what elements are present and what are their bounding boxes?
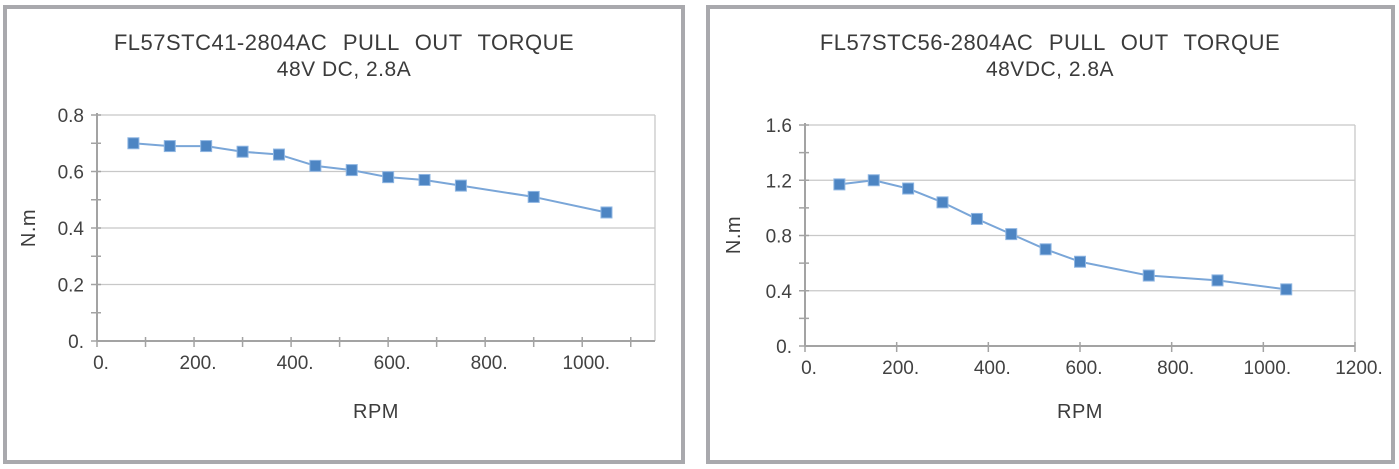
x-axis-title: RPM xyxy=(353,401,399,423)
pull-out-torque-chart-fl57stc41: FL57STC41-2804AC PULL OUT TORQUE 48V DC,… xyxy=(18,30,656,423)
data-point-marker xyxy=(1074,255,1086,268)
torque-chart-panel-fl57stc56: FL57STC56-2804AC PULL OUT TORQUE 48VDC, … xyxy=(706,5,1395,464)
y-tick-label: 0.4 xyxy=(766,282,793,303)
data-point-marker xyxy=(272,148,285,161)
x-axis-title: RPM xyxy=(1057,401,1103,423)
data-point-marker xyxy=(1211,274,1224,287)
data-point-marker xyxy=(833,178,846,191)
x-tick-label: 1200. xyxy=(1335,358,1383,379)
data-point-marker xyxy=(309,159,322,172)
chart-subtitle: 48VDC, 2.8A xyxy=(986,58,1114,81)
x-tick-label: 600. xyxy=(1066,358,1103,379)
data-point-marker xyxy=(163,140,176,153)
data-point-marker xyxy=(1039,243,1052,256)
chart-title: FL57STC41-2804AC PULL OUT TORQUE xyxy=(114,30,574,55)
data-point-marker xyxy=(936,196,949,209)
x-tick-label: 800. xyxy=(471,353,508,374)
data-point-marker xyxy=(902,182,915,195)
x-tick-label: 1000. xyxy=(562,353,610,374)
data-point-marker xyxy=(382,171,395,184)
y-tick-label: 0.8 xyxy=(58,106,84,127)
x-tick-label: 0. xyxy=(93,353,109,374)
y-axis-title: N.m xyxy=(18,209,40,247)
data-point-marker xyxy=(418,173,431,186)
x-tick-label: 600. xyxy=(374,353,411,374)
data-point-marker xyxy=(527,190,540,203)
y-tick-label: 0. xyxy=(776,337,792,358)
chart-title: FL57STC56-2804AC PULL OUT TORQUE xyxy=(820,30,1280,55)
data-point-marker xyxy=(600,206,613,219)
x-tick-label: 400. xyxy=(277,353,314,374)
y-axis-title: N.m xyxy=(723,216,745,254)
data-point-marker xyxy=(1280,283,1293,296)
data-point-marker xyxy=(970,212,983,225)
y-tick-label: 1.6 xyxy=(766,116,792,137)
y-tick-label: 0. xyxy=(68,332,84,353)
x-tick-label: 800. xyxy=(1157,358,1194,379)
data-point-marker xyxy=(454,179,467,192)
torque-series-line xyxy=(133,142,607,214)
y-tick-label: 0.4 xyxy=(58,219,85,240)
data-point-marker xyxy=(1005,228,1018,241)
data-point-marker xyxy=(236,145,249,158)
chart-subtitle: 48V DC, 2.8A xyxy=(277,58,411,81)
data-point-marker xyxy=(200,140,213,153)
data-point-marker xyxy=(1142,269,1155,282)
x-tick-label: 200. xyxy=(180,353,217,374)
data-point-marker xyxy=(127,137,140,150)
y-tick-label: 0.2 xyxy=(58,276,84,297)
data-point-marker xyxy=(867,174,880,187)
torque-chart-panel-fl57stc41: FL57STC41-2804AC PULL OUT TORQUE 48V DC,… xyxy=(3,5,685,464)
x-tick-label: 200. xyxy=(882,358,919,379)
y-tick-label: 0.6 xyxy=(58,163,84,184)
y-tick-label: 0.8 xyxy=(766,227,792,248)
y-tick-label: 1.2 xyxy=(766,171,792,192)
pull-out-torque-chart-fl57stc56: FL57STC56-2804AC PULL OUT TORQUE 48VDC, … xyxy=(723,30,1383,423)
data-point-marker xyxy=(345,164,358,177)
x-tick-label: 400. xyxy=(974,358,1011,379)
x-tick-label: 1000. xyxy=(1244,358,1292,379)
plot-area: 0. 0.2 0.4 0.6 0.8 0. 200. 400. 600. 800. 1000. xyxy=(58,106,656,374)
plot-area: 0. 0.4 0.8 1.2 1.6 0. 200. 400. 600. 800. 1000. 120… xyxy=(766,116,1383,379)
x-tick-label: 0. xyxy=(801,358,817,379)
torque-series-line xyxy=(839,179,1287,291)
